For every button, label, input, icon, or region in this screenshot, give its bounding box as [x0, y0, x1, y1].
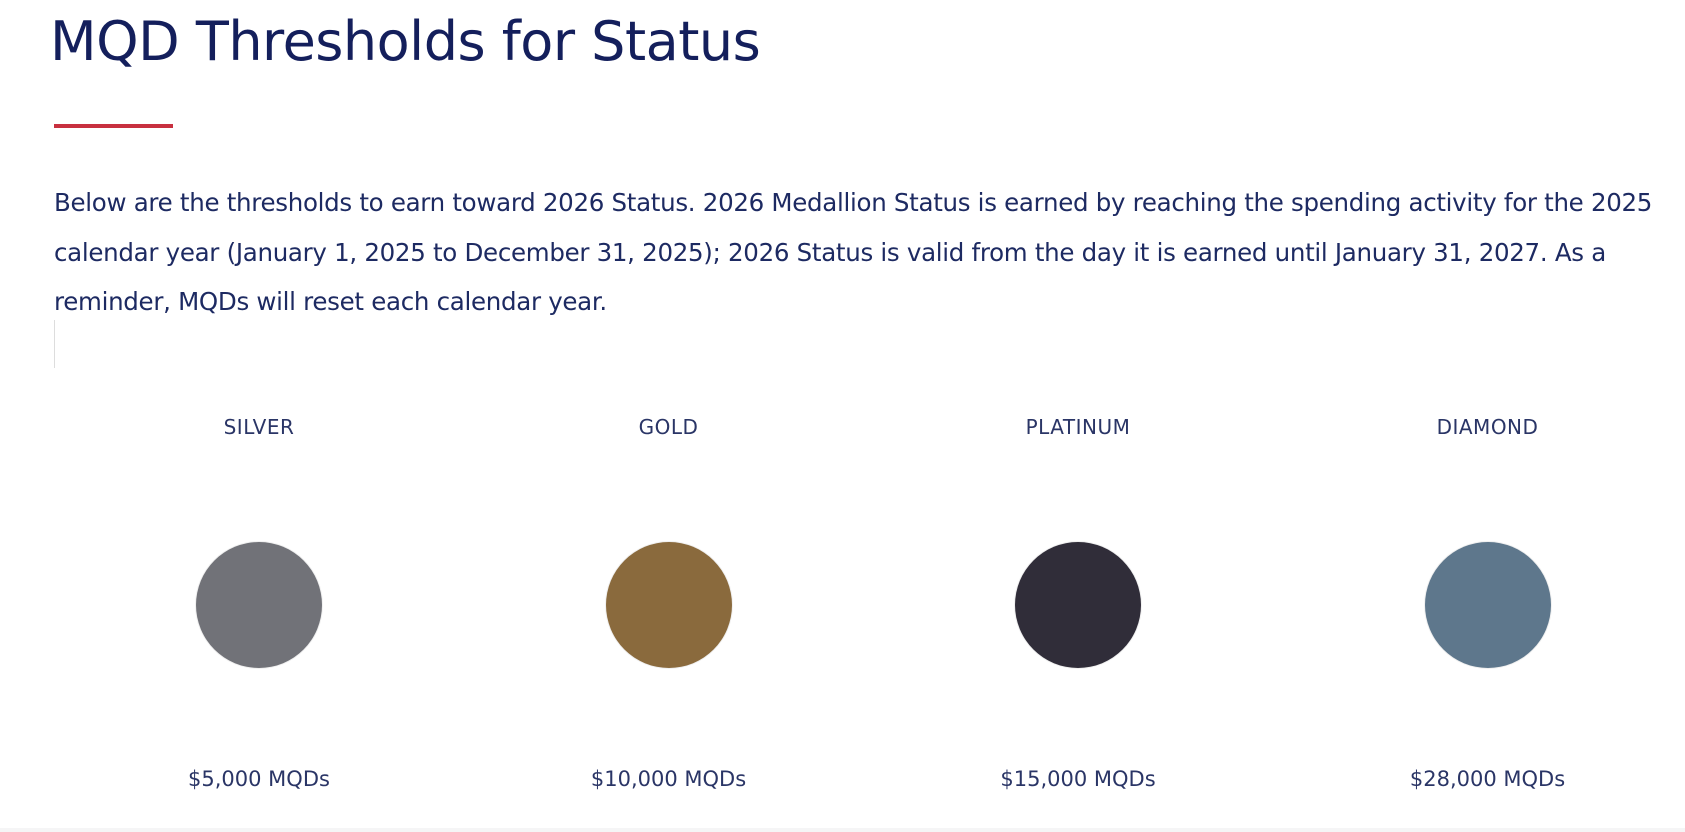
divider	[54, 320, 55, 368]
tier-name: GOLD	[638, 415, 699, 439]
title-underline	[54, 124, 173, 128]
tier-threshold: $5,000 MQDs	[188, 767, 330, 791]
intro-text: Below are the thresholds to earn toward …	[54, 188, 1653, 316]
tier-threshold: $15,000 MQDs	[1000, 767, 1156, 791]
tier-medallion	[605, 542, 732, 668]
tier-card: PLATINUM $15,000 MQDs	[873, 415, 1283, 805]
footer-strip	[0, 828, 1685, 832]
tier-threshold: $10,000 MQDs	[590, 767, 747, 791]
tier-medallion	[1015, 542, 1141, 668]
tier-card: SILVER $5,000 MQDs	[54, 415, 464, 805]
page-title: MQD Thresholds for Status	[50, 10, 761, 73]
tier-card: GOLD $10,000 MQDs	[464, 415, 874, 805]
tier-threshold: $28,000 MQDs	[1409, 767, 1566, 791]
tier-medallion	[1424, 542, 1551, 668]
tier-name: SILVER	[223, 415, 295, 439]
tier-medallion	[196, 542, 322, 668]
tier-card: DIAMOND $28,000 MQDs	[1283, 415, 1685, 805]
tier-name: DIAMOND	[1436, 415, 1539, 439]
tier-name: PLATINUM	[1025, 415, 1131, 439]
